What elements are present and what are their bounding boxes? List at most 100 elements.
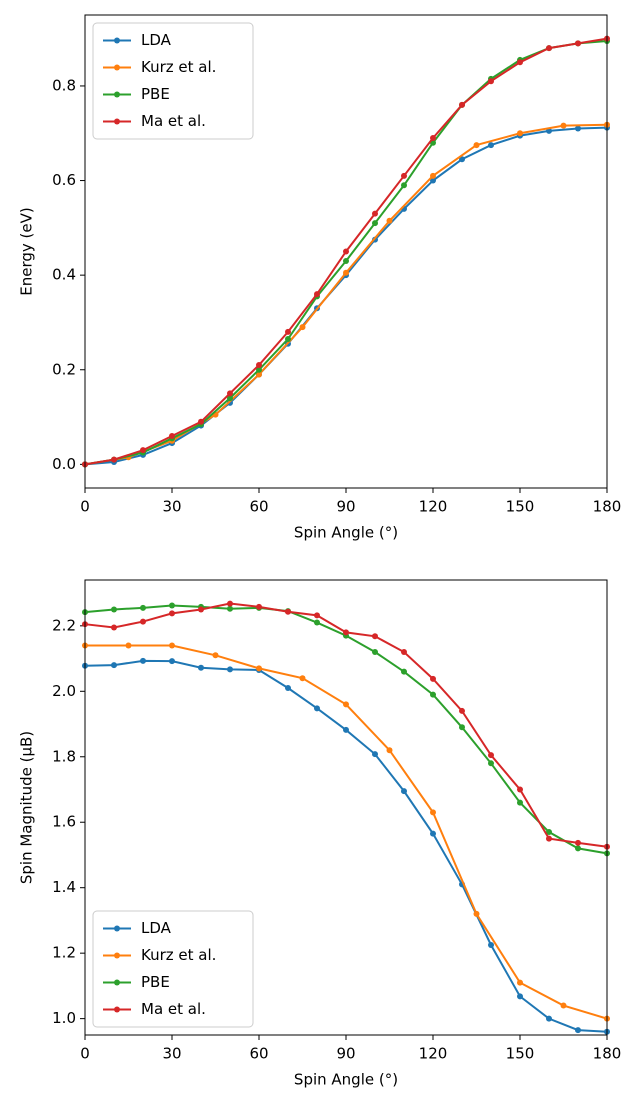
x-axis-label: Spin Angle (°) (294, 524, 398, 542)
x-tick-label: 0 (80, 1045, 90, 1063)
data-point (430, 691, 436, 698)
data-point (575, 125, 581, 132)
data-point (575, 40, 581, 47)
data-point (111, 606, 117, 613)
data-point (169, 658, 175, 665)
y-tick-label: 1.4 (52, 878, 76, 896)
data-point (285, 328, 291, 335)
legend-marker (114, 91, 120, 98)
data-point (372, 220, 378, 227)
data-point (140, 657, 146, 664)
legend-marker (114, 118, 120, 125)
legend-marker (114, 979, 120, 986)
data-point (343, 629, 349, 636)
data-point (488, 752, 494, 759)
data-point (430, 675, 436, 682)
data-point (372, 751, 378, 758)
legend-marker (114, 1006, 120, 1013)
legend-marker (114, 925, 120, 932)
data-point (314, 619, 320, 626)
data-point (560, 122, 567, 129)
y-tick-label: 0.8 (52, 76, 76, 94)
y-tick-label: 0.2 (52, 360, 76, 378)
data-point (560, 1002, 567, 1009)
plot-frame (84, 14, 608, 489)
data-point (111, 624, 117, 631)
y-tick-label: 0.4 (52, 266, 76, 284)
x-tick-label: 90 (336, 1045, 355, 1063)
plot-frame (84, 579, 608, 1036)
data-point (314, 705, 320, 712)
data-point (459, 156, 465, 163)
data-point (488, 941, 494, 948)
x-axis-label: Spin Angle (°) (294, 1071, 398, 1089)
x-tick-label: 30 (162, 498, 181, 516)
data-point (473, 142, 480, 149)
x-tick-label: 90 (336, 498, 355, 516)
data-point (430, 172, 436, 179)
data-point (256, 366, 262, 373)
data-point (169, 610, 175, 617)
series-line (84, 126, 608, 466)
data-point (256, 362, 262, 369)
data-point (430, 809, 436, 816)
data-point (488, 142, 494, 149)
y-tick-label: 1.0 (52, 1009, 76, 1027)
data-point (169, 432, 175, 439)
data-point (459, 707, 465, 714)
data-point (285, 685, 291, 692)
legend-box (92, 910, 254, 1028)
data-point (343, 257, 349, 264)
data-point (227, 390, 233, 397)
x-tick-label: 120 (419, 498, 448, 516)
data-point (401, 788, 407, 795)
x-tick-label: 30 (162, 1045, 181, 1063)
data-point (372, 649, 378, 656)
data-point (488, 78, 494, 85)
y-tick-label: 0.0 (52, 455, 76, 473)
legend-label: PBE (141, 973, 170, 991)
data-point (343, 269, 349, 276)
y-tick-label: 1.8 (52, 747, 76, 765)
data-point (372, 633, 378, 640)
x-tick-label: 180 (593, 498, 622, 516)
data-point (546, 829, 552, 836)
x-tick-label: 60 (249, 1045, 268, 1063)
data-point (372, 210, 378, 217)
y-tick-label: 0.6 (52, 171, 76, 189)
legend-box (92, 22, 254, 140)
data-point (198, 664, 204, 671)
data-point (546, 1015, 552, 1022)
y-tick-label: 1.2 (52, 944, 76, 962)
legend-label: Kurz et al. (141, 946, 216, 964)
data-point (169, 602, 175, 609)
legend-label: Ma et al. (141, 1000, 206, 1018)
data-point (459, 724, 465, 731)
legend-label: Kurz et al. (141, 58, 216, 76)
legend-label: Ma et al. (141, 112, 206, 130)
data-point (517, 786, 523, 793)
data-point (517, 59, 523, 66)
data-point (488, 760, 494, 767)
data-point (227, 605, 233, 612)
data-point (256, 603, 262, 610)
data-point (314, 612, 320, 619)
data-point (227, 600, 233, 607)
x-tick-label: 0 (80, 498, 90, 516)
legend-marker (114, 64, 120, 71)
data-point (169, 642, 175, 649)
y-tick-label: 2.0 (52, 682, 76, 700)
data-point (299, 675, 306, 682)
y-tick-label: 2.2 (52, 616, 76, 634)
data-point (517, 979, 523, 986)
data-point (473, 910, 480, 917)
data-point (517, 993, 523, 1000)
data-point (314, 291, 320, 298)
series-line (84, 123, 608, 466)
data-point (517, 799, 523, 806)
data-point (140, 618, 146, 625)
data-point (343, 701, 349, 708)
data-point (430, 177, 436, 184)
data-point (401, 668, 407, 675)
data-point (575, 1027, 581, 1034)
